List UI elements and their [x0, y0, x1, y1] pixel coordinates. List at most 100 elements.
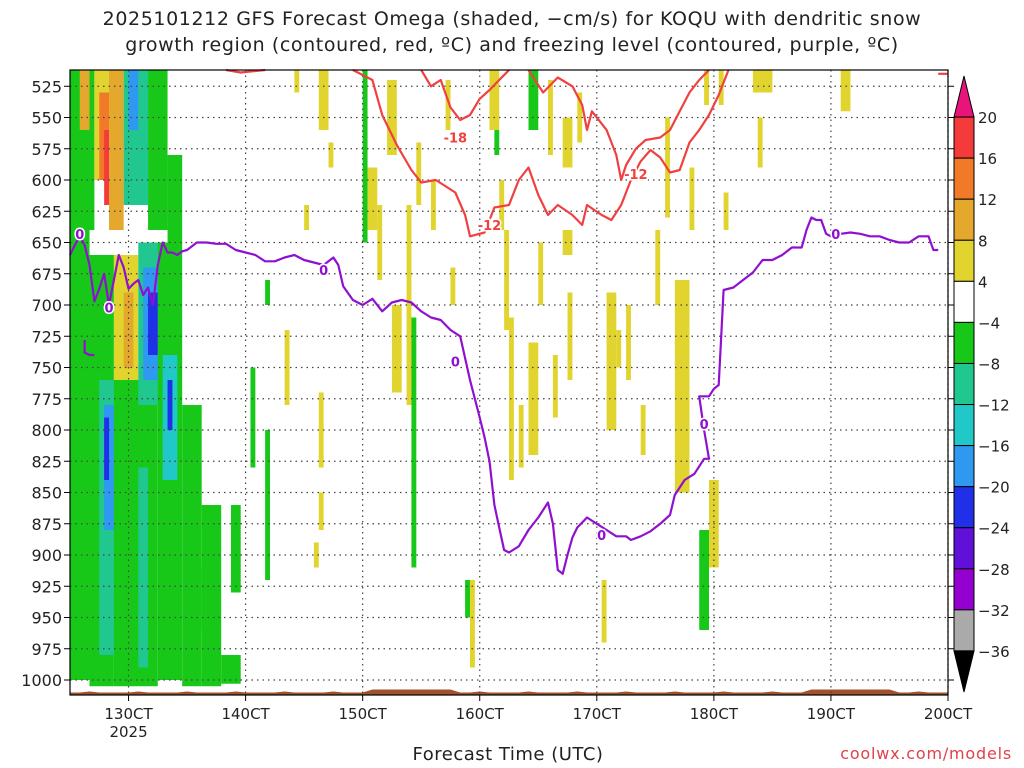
omega-cell: [265, 280, 270, 305]
credit-link[interactable]: coolwx.com/models: [840, 744, 1012, 763]
omega-cell: [367, 167, 378, 230]
omega-cell: [469, 580, 475, 668]
colorbar-label: −20: [978, 479, 1010, 497]
y-tick-label: 775: [31, 390, 62, 409]
omega-cell: [562, 230, 573, 255]
contour-label: 0: [451, 355, 460, 370]
contour-label: 0: [831, 228, 840, 243]
omega-cell: [840, 70, 851, 112]
y-tick-label: 975: [31, 640, 62, 659]
x-tick-label: 140CT: [221, 705, 270, 723]
contour-label: 0: [319, 264, 328, 279]
y-tick-label: 675: [31, 265, 62, 284]
x-tick-label: 130CT: [104, 705, 153, 723]
colorbar-segment: [953, 157, 975, 200]
omega-cell: [504, 230, 509, 330]
omega-cell: [499, 180, 505, 230]
contour-line: [83, 340, 95, 357]
omega-cell: [377, 205, 383, 280]
colorbar-label: −8: [978, 355, 1000, 373]
omega-cell: [313, 542, 319, 568]
contour-label: 0: [104, 302, 113, 317]
omega-cell: [167, 380, 173, 430]
omega-cell: [411, 317, 417, 568]
omega-cell: [104, 417, 110, 480]
omega-cell: [304, 205, 310, 230]
omega-cell: [416, 142, 422, 205]
omega-cell: [494, 130, 500, 155]
y-tick-label: 950: [31, 609, 62, 628]
omega-cell: [577, 92, 583, 143]
omega-cell: [167, 155, 183, 243]
y-tick-label: 625: [31, 202, 62, 221]
colorbar-segment: [953, 404, 975, 447]
omega-cell: [616, 330, 622, 368]
omega-cell: [704, 70, 709, 105]
colorbar-segment: [953, 280, 975, 323]
omega-cell: [318, 392, 324, 468]
x-tick-label: 150CT: [339, 705, 388, 723]
y-tick-label: 925: [31, 577, 62, 596]
omega-cell: [138, 467, 149, 668]
x-axis-title: Forecast Time (UTC): [412, 744, 604, 765]
omega-cell: [148, 292, 158, 355]
omega-cell: [70, 230, 90, 680]
omega-cell: [387, 80, 397, 155]
omega-cell: [450, 267, 456, 305]
x-tick-label: 160CT: [456, 705, 505, 723]
omega-cell: [430, 180, 436, 230]
plot-frame: [69, 69, 949, 696]
y-tick-label: 850: [31, 484, 62, 503]
colorbar-label: −32: [978, 602, 1010, 620]
chart-title-line-2: growth region (contoured, red, ºC) and f…: [125, 34, 899, 56]
y-tick-label: 1000: [21, 671, 62, 690]
y-tick-label: 650: [31, 234, 62, 253]
omega-cell: [318, 492, 324, 530]
omega-cell: [518, 405, 524, 468]
y-tick-label: 875: [31, 515, 62, 534]
contour-line: [69, 216, 939, 575]
colorbar-label: 4: [978, 273, 988, 291]
colorbar-label: −4: [978, 314, 1000, 332]
x-tick-label: 170CT: [573, 705, 622, 723]
contour-label: 0: [700, 418, 709, 433]
omega-cell: [445, 80, 451, 130]
colorbar-label: 12: [978, 191, 997, 209]
terrain-fill: [70, 689, 948, 695]
y-tick-label: 750: [31, 359, 62, 378]
omega-cell: [182, 405, 202, 687]
omega-cell: [601, 580, 607, 643]
chart-title-line-1: 2025101212 GFS Forecast Omega (shaded, −…: [102, 8, 922, 30]
grid-layer: [70, 70, 949, 695]
omega-cell: [328, 142, 334, 168]
colorbar-segment: [953, 486, 975, 529]
omega-cell: [723, 192, 729, 230]
colorbar-label: −24: [978, 520, 1010, 538]
omega-cell: [128, 70, 139, 130]
omega-cell: [201, 505, 222, 687]
y-tick-label: 900: [31, 546, 62, 565]
colorbar-bottom-arrow: [953, 650, 975, 693]
omega-cell: [562, 117, 573, 168]
omega-cell: [489, 70, 500, 130]
colorbar-label: 16: [978, 150, 997, 168]
x-tick-label: 190CT: [807, 705, 856, 723]
colorbar-label: 20: [978, 109, 997, 127]
omega-cell: [201, 567, 207, 630]
colorbar-segment: [953, 198, 975, 241]
contour-line: [225, 68, 266, 74]
omega-cell: [221, 655, 241, 684]
omega-shading: [70, 70, 851, 687]
colorbar-label: −36: [978, 643, 1010, 661]
colorbar-label: 8: [978, 232, 988, 250]
colorbar-label: −16: [978, 438, 1010, 456]
omega-cell: [104, 130, 110, 205]
x-year-label: 2025: [109, 723, 147, 741]
colorbar: 20 16 12 8 4 −4 −8 −12 −16 −20 −24 −28 −32 −36: [953, 75, 1010, 693]
y-tick-label: 575: [31, 140, 62, 159]
omega-cell: [699, 530, 709, 630]
omega-cell: [538, 242, 544, 305]
x-tick-label: 180CT: [690, 705, 739, 723]
contour-label: -18: [444, 132, 468, 147]
